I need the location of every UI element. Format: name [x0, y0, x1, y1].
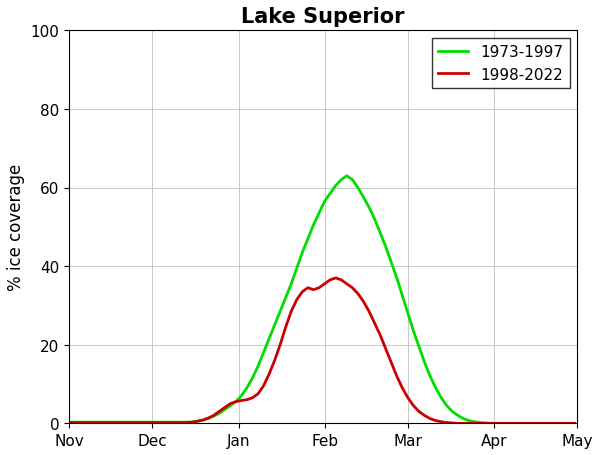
1973-1997	[371, 217, 378, 222]
1973-1997	[65, 420, 73, 425]
1973-1997	[488, 421, 495, 426]
1998-2022	[482, 421, 489, 426]
1998-2022	[454, 421, 461, 426]
Title: Lake Superior: Lake Superior	[241, 7, 405, 27]
1998-2022	[65, 420, 73, 425]
1998-2022	[332, 276, 339, 281]
1998-2022	[499, 421, 506, 426]
Line: 1998-2022: 1998-2022	[69, 278, 575, 424]
Line: 1973-1997: 1973-1997	[69, 177, 575, 424]
Y-axis label: % ice coverage: % ice coverage	[7, 164, 25, 291]
1998-2022	[476, 421, 484, 426]
1973-1997	[476, 420, 484, 425]
1998-2022	[471, 421, 478, 426]
1998-2022	[443, 420, 451, 425]
1973-1997	[499, 421, 506, 426]
1973-1997	[571, 421, 578, 426]
1973-1997	[471, 419, 478, 425]
1973-1997	[443, 403, 451, 409]
1973-1997	[466, 418, 473, 424]
1998-2022	[371, 321, 378, 326]
Legend: 1973-1997, 1998-2022: 1973-1997, 1998-2022	[431, 39, 569, 89]
1998-2022	[571, 421, 578, 426]
1973-1997	[343, 174, 350, 179]
